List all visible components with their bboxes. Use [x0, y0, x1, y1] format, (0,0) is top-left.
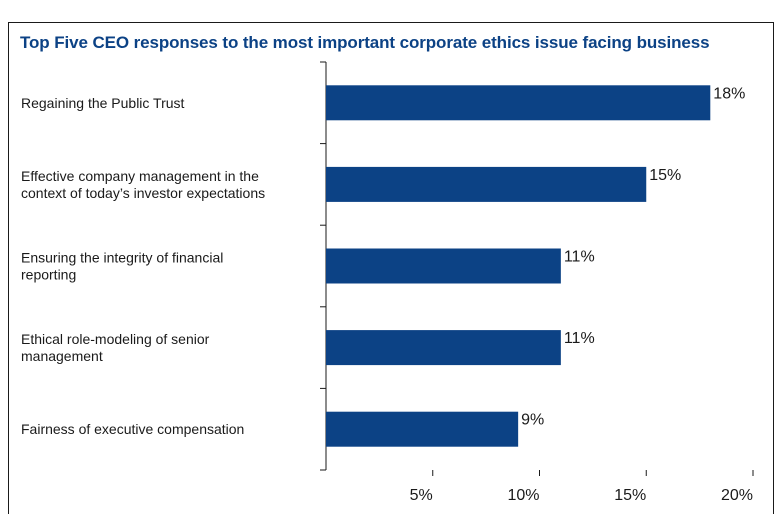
bar [326, 166, 647, 202]
category-label: Ethical role-modeling of senior managemen… [21, 331, 210, 364]
category-label: Regaining the Public Trust [21, 95, 185, 111]
bar [326, 85, 711, 121]
bar-value-label: 11% [564, 330, 595, 347]
category-label: Effective company management in the conte… [21, 168, 265, 201]
x-tick-label: 15% [614, 487, 646, 504]
bar-value-label: 11% [564, 249, 595, 266]
category-label: Fairness of executive compensation [21, 421, 244, 437]
x-tick-label: 5% [410, 487, 433, 504]
bar [326, 411, 519, 447]
bar [326, 330, 561, 366]
x-tick-label: 10% [507, 487, 539, 504]
chart-frame [8, 22, 774, 514]
category-label: Ensuring the integrity of financial repor… [21, 250, 223, 283]
x-tick-label: 20% [721, 487, 753, 504]
bar-value-label: 15% [649, 167, 681, 184]
bar-value-label: 18% [713, 85, 745, 102]
bar [326, 248, 561, 284]
chart-title: Top Five CEO responses to the most impor… [20, 33, 710, 52]
bar-value-label: 9% [521, 412, 544, 429]
